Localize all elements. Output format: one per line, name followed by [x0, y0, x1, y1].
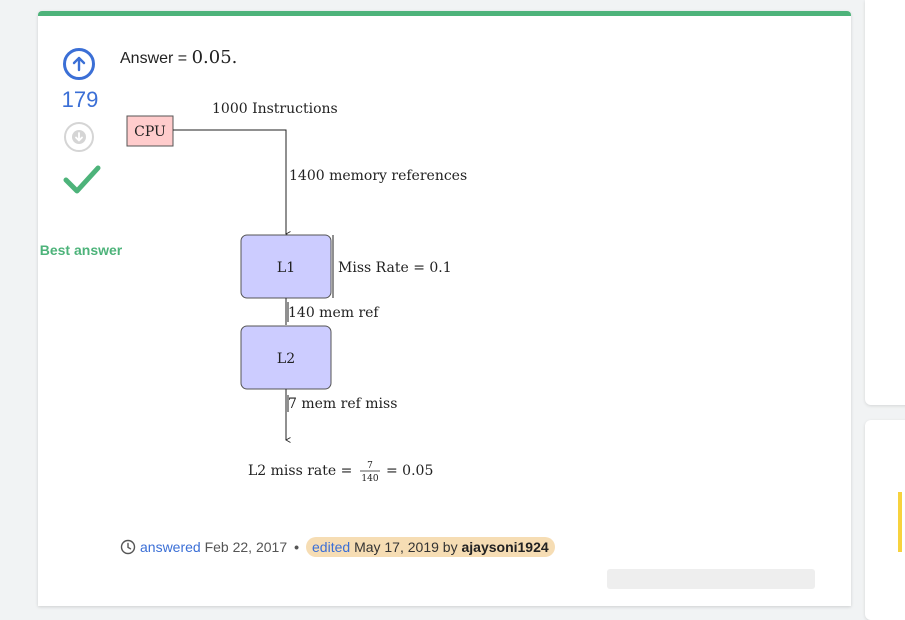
by-label: by — [442, 539, 458, 555]
instructions-label: 1000 Instructions — [212, 101, 338, 117]
answer-line: Answer = 0.05. — [120, 47, 237, 68]
best-answer-label: Best answer — [39, 242, 123, 258]
edited-link[interactable]: edited — [312, 539, 351, 555]
l1-to-l2-label: 140 mem ref — [288, 305, 380, 321]
meta-separator: • — [294, 539, 300, 555]
editor-username[interactable]: ajaysoni1924 — [461, 539, 549, 555]
sidebar-card-top — [865, 0, 905, 405]
cpu-box — [126, 115, 174, 147]
l2-rate-prefix: L2 miss rate = — [248, 463, 352, 479]
best-answer-check-icon[interactable] — [62, 162, 102, 198]
comment-button-placeholder[interactable] — [607, 569, 815, 589]
answered-date: Feb 22, 2017 — [204, 539, 288, 555]
l2-label: L2 — [277, 351, 295, 367]
edited-date: May 17, 2019 — [354, 539, 439, 555]
edited-badge: edited May 17, 2019 by ajaysoni1924 — [306, 537, 555, 557]
l1-label: L1 — [277, 260, 295, 276]
cpu-label: CPU — [134, 124, 166, 140]
answer-meta: answered Feb 22, 2017 • edited May 17, 2… — [120, 537, 555, 557]
cache-diagram: CPU 1000 Instructions 1400 memory refere… — [126, 101, 467, 484]
l2-miss-label: 7 mem ref miss — [288, 396, 397, 412]
l1-miss-rate: Miss Rate = 0.1 — [338, 260, 452, 276]
answer-prefix: Answer = — [120, 50, 192, 67]
l2-rate-suffix: = 0.05 — [386, 463, 433, 479]
upvote-button[interactable] — [63, 48, 95, 80]
memory-refs-label: 1400 memory references — [289, 168, 467, 184]
cpu-to-l1-arrow — [173, 129, 291, 237]
vote-count: 179 — [61, 87, 99, 112]
arrow-up-icon — [72, 56, 86, 72]
answer-value: 0.05. — [191, 47, 238, 68]
fraction-denominator: 140 — [361, 474, 378, 484]
answered-link[interactable]: answered — [140, 539, 201, 555]
arrow-down-icon — [72, 130, 86, 144]
sidebar-highlight-strip — [898, 492, 902, 552]
answer-card — [38, 11, 851, 606]
clock-icon — [120, 539, 136, 555]
downvote-button[interactable] — [64, 122, 94, 152]
fraction-numerator: 7 — [367, 461, 373, 471]
